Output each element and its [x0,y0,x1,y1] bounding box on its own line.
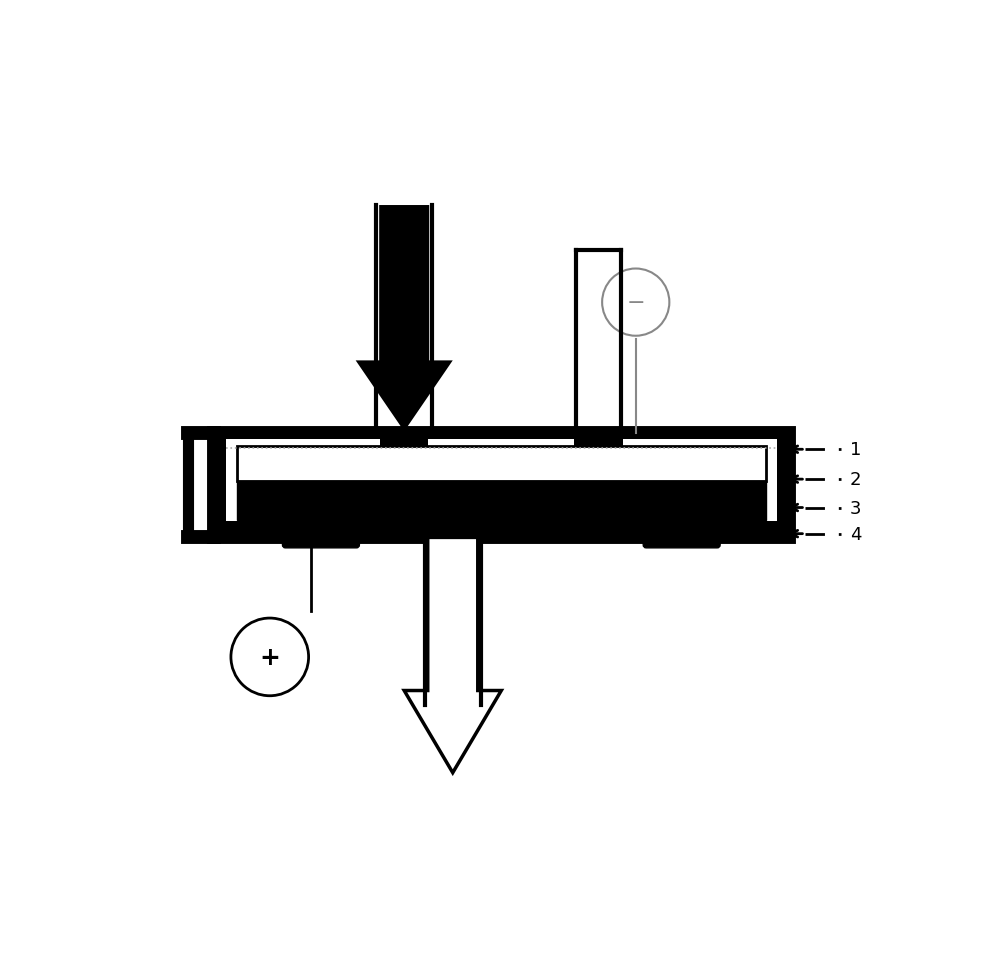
Bar [237,482,766,520]
Text: −: − [626,293,645,313]
FancyArrow shape [356,205,453,432]
Text: 2: 2 [850,471,862,488]
Text: 3: 3 [850,499,862,517]
Circle shape [231,618,309,696]
FancyBboxPatch shape [282,521,359,548]
FancyBboxPatch shape [643,521,720,548]
FancyArrow shape [404,538,501,773]
Text: 1: 1 [850,441,861,458]
Bar [237,447,766,482]
Circle shape [602,269,669,336]
Bar [226,439,777,532]
Text: +: + [259,645,280,670]
Bar [226,521,777,538]
Bar [574,429,623,447]
Bar [214,433,789,538]
Text: 4: 4 [850,525,862,543]
Bar [380,429,428,447]
